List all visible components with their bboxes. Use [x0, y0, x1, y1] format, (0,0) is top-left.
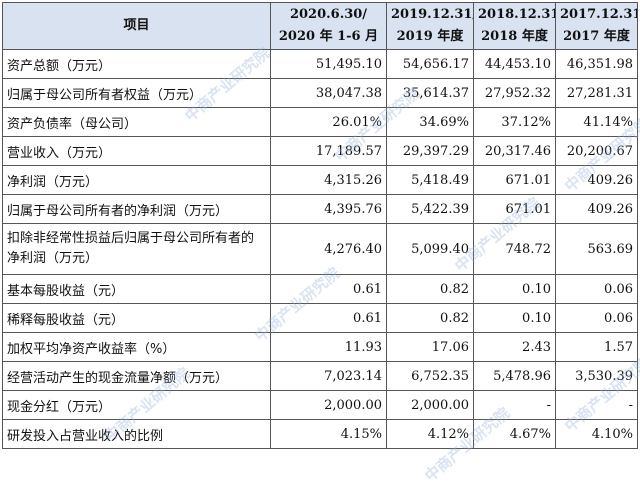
row-value: 3,530.39	[555, 361, 638, 391]
row-value: 44,453.10	[473, 49, 556, 79]
header-col-line1: 2019.12.31/	[391, 7, 474, 22]
header-col-2020h1: 2020.6.30/ 2020 年 1-6 月	[270, 2, 387, 50]
header-col-line1: 2020.6.30/	[289, 7, 368, 22]
table-row: 归属于母公司所有者权益（万元） 38,047.38 35,614.37 27,952.…	[2, 78, 638, 108]
row-value: 11.93	[270, 332, 387, 362]
table-row: 基本每股收益（元） 0.61 0.82 0.10 0.06	[2, 274, 638, 304]
header-col-line2: 2019 年度	[396, 29, 464, 44]
table-row: 现金分红（万元） 2,000.00 2,000.00- -	[2, 390, 638, 420]
table-row: 营业收入（万元） 17,189.57 29,397.29 20,317.46 20,20…	[2, 136, 638, 166]
row-value: 2.43	[473, 332, 556, 362]
row-value: 0.61	[270, 274, 387, 304]
row-label: 资产负债率（母公司）	[2, 107, 271, 137]
row-label: 扣除非经常性损益后归属于母公司所有者的净利润（万元）	[2, 223, 271, 275]
row-value: 1.57	[555, 332, 638, 362]
header-col-line2: 2018 年度	[481, 29, 548, 44]
table-body: 资产总额（万元） 51,495.10 54,656.17 44,453.10 46,35…	[2, 49, 638, 449]
row-value: 38,047.38	[270, 78, 387, 108]
row-value: 0.06	[555, 274, 638, 304]
row-value: 20,200.67	[555, 136, 638, 166]
row-value: 17,189.57	[270, 136, 387, 166]
row-value: 409.26	[555, 194, 638, 224]
header-col-line1: 2017.12.31/	[560, 7, 637, 22]
row-value: 27,281.31	[555, 78, 638, 108]
row-value: 4.12%	[386, 419, 474, 449]
row-value: 5,418.49	[386, 165, 474, 195]
row-label: 研发投入占营业收入的比例	[2, 419, 271, 449]
row-value: 27,952.32	[473, 78, 556, 108]
table-row: 扣除非经常性损益后归属于母公司所有者的净利润（万元） 4,276.40 5,099.…	[2, 223, 638, 275]
table-row: 加权平均净资产收益率（%） 11.93 17.06 2.43 1.57	[2, 332, 638, 362]
row-value: 671.01	[473, 194, 556, 224]
header-col-line1: 2018.12.31/	[478, 7, 555, 22]
row-value: 4,276.40	[270, 223, 387, 275]
financial-table: 项目 2020.6.30/ 2020 年 1-6 月 2019.12.31/ 2…	[2, 2, 638, 449]
table-row: 归属于母公司所有者的净利润（万元） 4,395.76 5,422.39 671.01 4…	[2, 194, 638, 224]
row-value: 51,495.10	[270, 49, 387, 79]
row-label: 经营活动产生的现金流量净额（万元）	[2, 361, 271, 391]
row-value: 5,099.40	[386, 223, 474, 275]
table-row: 经营活动产生的现金流量净额（万元） 7,023.14 6,752.35 5,478.9…	[2, 361, 638, 391]
row-label: 加权平均净资产收益率（%）	[2, 332, 271, 362]
row-value: 0.61	[270, 303, 387, 333]
header-col-2017: 2017.12.31/ 2017 年度	[555, 2, 638, 50]
row-value: 2,000.00	[386, 390, 474, 420]
row-value: 2,000.00	[270, 390, 387, 420]
row-value: -	[473, 390, 556, 420]
header-row: 项目 2020.6.30/ 2020 年 1-6 月 2019.12.31/ 2…	[2, 2, 638, 50]
row-value: 4.10%	[555, 419, 638, 449]
row-label: 资产总额（万元）	[2, 49, 271, 79]
table-row: 研发投入占营业收入的比例 4.15% 4.12% 4.67% 4.10%	[2, 419, 638, 449]
row-value: 748.72	[473, 223, 556, 275]
row-value: 6,752.35	[386, 361, 474, 391]
row-value: 4,395.76	[270, 194, 387, 224]
header-col-line2: 2020 年 1-6 月	[278, 29, 379, 44]
row-value: 35,614.37	[386, 78, 474, 108]
header-item: 项目	[2, 2, 271, 50]
row-value: 0.82	[386, 274, 474, 304]
row-value: -	[555, 390, 638, 420]
table-row: 净利润（万元） 4,315.26 5,418.49 671.01 409.26	[2, 165, 638, 195]
row-value: 0.10	[473, 274, 556, 304]
header-col-2019: 2019.12.31/ 2019 年度	[386, 2, 474, 50]
header-col-2018: 2018.12.31/ 2018 年度	[473, 2, 556, 50]
row-label: 现金分红（万元）	[2, 390, 271, 420]
row-value: 46,351.98	[555, 49, 638, 79]
row-label: 净利润（万元）	[2, 165, 271, 195]
table-row: 资产总额（万元） 51,495.10 54,656.17 44,453.10 46,35…	[2, 49, 638, 79]
row-value: 5,422.39	[386, 194, 474, 224]
row-value: 17.06	[386, 332, 474, 362]
row-label: 归属于母公司所有者权益（万元）	[2, 78, 271, 108]
row-value: 37.12%	[473, 107, 556, 137]
row-label: 归属于母公司所有者的净利润（万元）	[2, 194, 271, 224]
row-value: 671.01	[473, 165, 556, 195]
row-value: 26.01%	[270, 107, 387, 137]
row-label: 基本每股收益（元）	[2, 274, 271, 304]
row-label: 营业收入（万元）	[2, 136, 271, 166]
row-value: 0.10	[473, 303, 556, 333]
row-value: 4,315.26	[270, 165, 387, 195]
table-row: 稀释每股收益（元） 0.61 0.82 0.10 0.06	[2, 303, 638, 333]
row-value: 34.69%	[386, 107, 474, 137]
row-value: 563.69	[555, 223, 638, 275]
row-value: 41.14%	[555, 107, 638, 137]
row-value: 0.82	[386, 303, 474, 333]
table-row: 资产负债率（母公司） 26.01% 34.69% 37.12% 41.14%	[2, 107, 638, 137]
row-value: 7,023.14	[270, 361, 387, 391]
row-label: 稀释每股收益（元）	[2, 303, 271, 333]
header-col-line2: 2017 年度	[563, 29, 630, 44]
row-value: 4.67%	[473, 419, 556, 449]
row-value: 5,478.96	[473, 361, 556, 391]
row-value: 4.15%	[270, 419, 387, 449]
row-value: 0.06	[555, 303, 638, 333]
row-value: 54,656.17	[386, 49, 474, 79]
row-value: 20,317.46	[473, 136, 556, 166]
row-value: 409.26	[555, 165, 638, 195]
row-value: 29,397.29	[386, 136, 474, 166]
